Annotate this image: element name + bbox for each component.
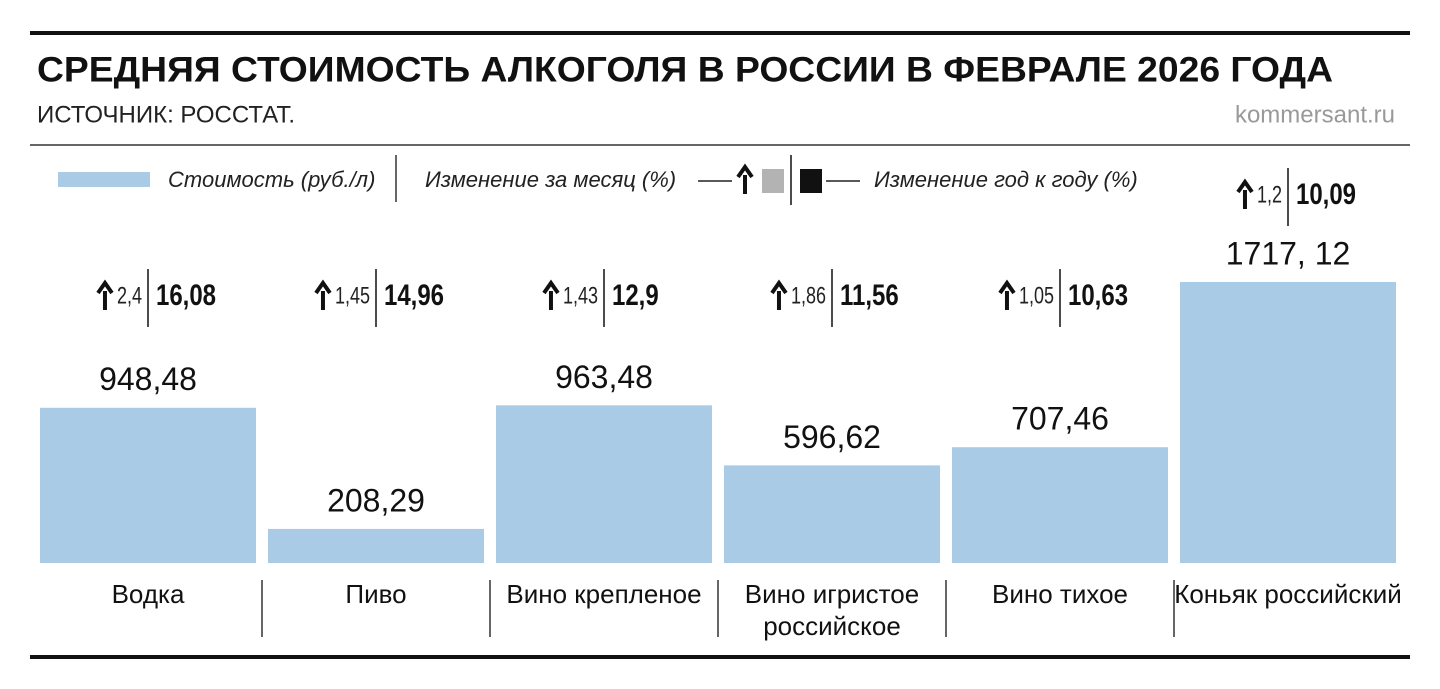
x-tick-label: Вино тихое <box>992 579 1128 609</box>
value-label: 963,48 <box>555 359 653 395</box>
legend-swatch <box>58 172 150 187</box>
source: kommersant.ru <box>1235 101 1395 128</box>
value-label: 1717, 12 <box>1226 235 1351 271</box>
month-change-label: 1,86 <box>791 283 826 309</box>
legend-label: Изменение за месяц (%) <box>425 167 676 192</box>
bar <box>268 528 484 563</box>
chart-title: СРЕДНЯЯ СТОИМОСТЬ АЛКОГОЛЯ В РОССИИ В ФЕ… <box>37 50 1333 89</box>
month-change-label: 1,43 <box>563 283 598 309</box>
value-label: 208,29 <box>327 482 425 518</box>
bar <box>40 407 256 563</box>
bar <box>724 465 940 563</box>
legend-swatch <box>800 169 822 193</box>
legend-label: Изменение год к году (%) <box>874 167 1138 192</box>
bar <box>952 447 1168 563</box>
year-change-label: 10,63 <box>1068 277 1128 311</box>
month-change-arrow <box>96 279 114 310</box>
month-change-arrow <box>314 279 332 310</box>
year-change-label: 11,56 <box>840 277 899 311</box>
year-change-label: 10,09 <box>1296 176 1356 210</box>
year-change-label: 14,96 <box>384 277 444 311</box>
x-tick-label: Пиво <box>345 579 407 609</box>
x-tick-label: Вино игристое российское <box>744 579 920 641</box>
year-change-label: 16,08 <box>156 277 216 311</box>
month-change-arrow <box>542 279 560 310</box>
value-label: 948,48 <box>99 361 197 397</box>
x-tick-label: Коньяк российский <box>1174 579 1402 609</box>
bar <box>496 405 712 563</box>
month-change-label: 1,05 <box>1019 283 1054 309</box>
x-tick-label: Вино крепленое <box>506 579 702 609</box>
value-label: 707,46 <box>1011 401 1109 437</box>
year-change-label: 12,9 <box>612 277 659 311</box>
month-change-label: 1,45 <box>335 283 370 309</box>
legend-arrow <box>736 163 754 194</box>
legend-label: Стоимость (руб./л) <box>168 167 375 192</box>
month-change-label: 2,4 <box>117 283 142 309</box>
month-change-label: 1,2 <box>1257 182 1282 208</box>
month-change-arrow <box>998 279 1016 310</box>
month-change-arrow <box>770 279 788 310</box>
legend-swatch <box>762 169 784 193</box>
value-label: 596,62 <box>783 419 881 455</box>
x-tick-label: Водка <box>111 579 185 609</box>
legend: Стоимость (руб./л) Изменение за месяц (%)… <box>58 155 1138 205</box>
subtitle: ИСТОЧНИК: РОССТАТ. <box>37 101 295 128</box>
month-change-arrow <box>1236 178 1254 209</box>
bar <box>1180 282 1396 563</box>
